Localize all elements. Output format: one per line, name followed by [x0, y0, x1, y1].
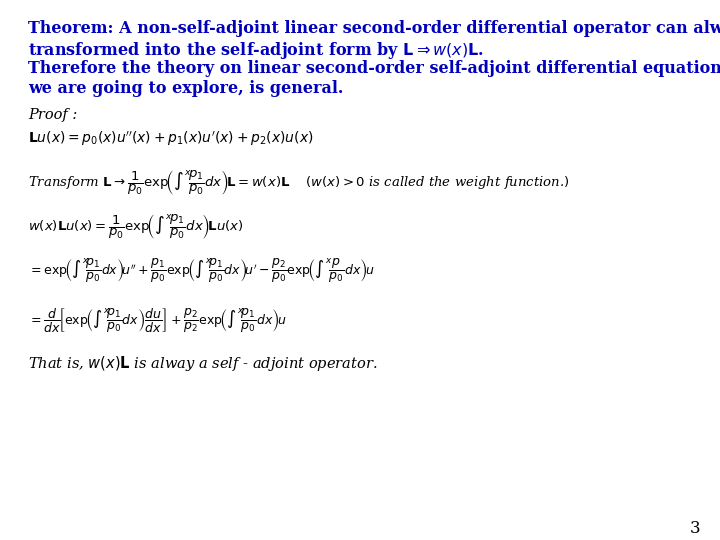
- Text: 3: 3: [689, 520, 700, 537]
- Text: That is, $w(x)\mathbf{L}$ is alway a self - adjoint operator.: That is, $w(x)\mathbf{L}$ is alway a sel…: [28, 354, 378, 373]
- Text: $= \dfrac{d}{dx}\!\left[\mathrm{exp}\!\left(\int^x\!\dfrac{p_1}{p_0}dx\right)\df: $= \dfrac{d}{dx}\!\left[\mathrm{exp}\!\l…: [28, 306, 287, 335]
- Text: $= \mathrm{exp}\!\left(\int^x\!\dfrac{p_1}{p_0}dx\right)\!u'' + \dfrac{p_1}{p_0}: $= \mathrm{exp}\!\left(\int^x\!\dfrac{p_…: [28, 256, 374, 285]
- Text: $w(x)\mathbf{L}u(x) = \dfrac{1}{p_0}\mathrm{exp}\!\left(\int^x\!\dfrac{p_1}{p_0}: $w(x)\mathbf{L}u(x) = \dfrac{1}{p_0}\mat…: [28, 212, 243, 241]
- Text: transformed into the self-adjoint form by $\mathbf{L}$$\Rightarrow$$w(x)\mathbf{: transformed into the self-adjoint form b…: [28, 40, 484, 61]
- Text: Theorem: A non-self-adjoint linear second-order differential operator can always: Theorem: A non-self-adjoint linear secon…: [28, 20, 720, 37]
- Text: we are going to explore, is general.: we are going to explore, is general.: [28, 80, 343, 97]
- Text: $\mathbf{L}u(x) = p_0(x)u''(x) + p_1(x)u'(x) + p_2(x)u(x)$: $\mathbf{L}u(x) = p_0(x)u''(x) + p_1(x)u…: [28, 130, 313, 148]
- Text: Therefore the theory on linear second-order self-adjoint differential equations,: Therefore the theory on linear second-or…: [28, 60, 720, 77]
- Text: Transform $\mathbf{L} \rightarrow \dfrac{1}{p_0}\mathrm{exp}\!\left(\int^x\!\dfr: Transform $\mathbf{L} \rightarrow \dfrac…: [28, 168, 570, 197]
- Text: Proof :: Proof :: [28, 108, 77, 122]
